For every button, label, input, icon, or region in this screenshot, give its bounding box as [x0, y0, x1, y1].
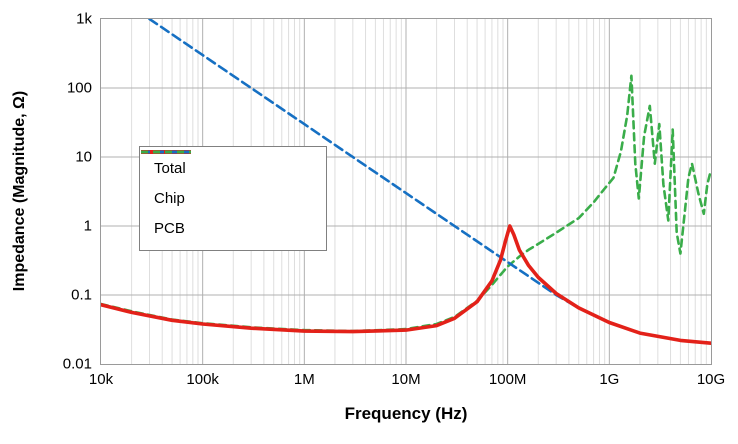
y-tick-label-0.01: 0.01 [62, 355, 92, 373]
x-tick-label-10M: 10M [391, 371, 421, 388]
x-tick-label-100M: 100M [488, 371, 527, 388]
x-tick-label-1G: 1G [599, 371, 620, 388]
y-tick-label-1k: 1k [76, 10, 92, 28]
x-tick-label-10G: 10G [696, 371, 726, 388]
series-line-total [101, 224, 711, 346]
y-tick-label-100: 100 [66, 79, 92, 97]
legend-entry-pcb: PCB [141, 150, 312, 237]
y-axis-ticks: 0.01 0.1 1 10 100 1k [0, 11, 92, 373]
legend-label-pcb: PCB [154, 220, 185, 237]
x-axis-title: Frequency (Hz) [344, 404, 468, 423]
legend-entry-chip: Chip [141, 150, 312, 207]
legend-entry-total: Total [141, 150, 312, 177]
legend-label-chip: Chip [154, 190, 185, 207]
plot-area: Total Chip PCB [100, 18, 712, 365]
legend-label-total: Total [154, 160, 186, 177]
legend: Total Chip PCB [139, 146, 327, 251]
legend-line-sample-pcb [141, 150, 191, 154]
x-axis-ticks: 10k 100k 1M 10M 100M 1G 10G [89, 371, 725, 391]
y-tick-label-1: 1 [83, 217, 92, 235]
x-tick-label-1M: 1M [293, 371, 315, 388]
y-tick-label-0.1: 0.1 [71, 286, 92, 304]
x-tick-label-10k: 10k [88, 371, 114, 388]
series-line-pcb [101, 74, 711, 333]
legend-line-sample-chip [141, 150, 191, 154]
y-tick-label-10: 10 [75, 148, 92, 166]
x-tick-label-100k: 100k [186, 371, 219, 388]
